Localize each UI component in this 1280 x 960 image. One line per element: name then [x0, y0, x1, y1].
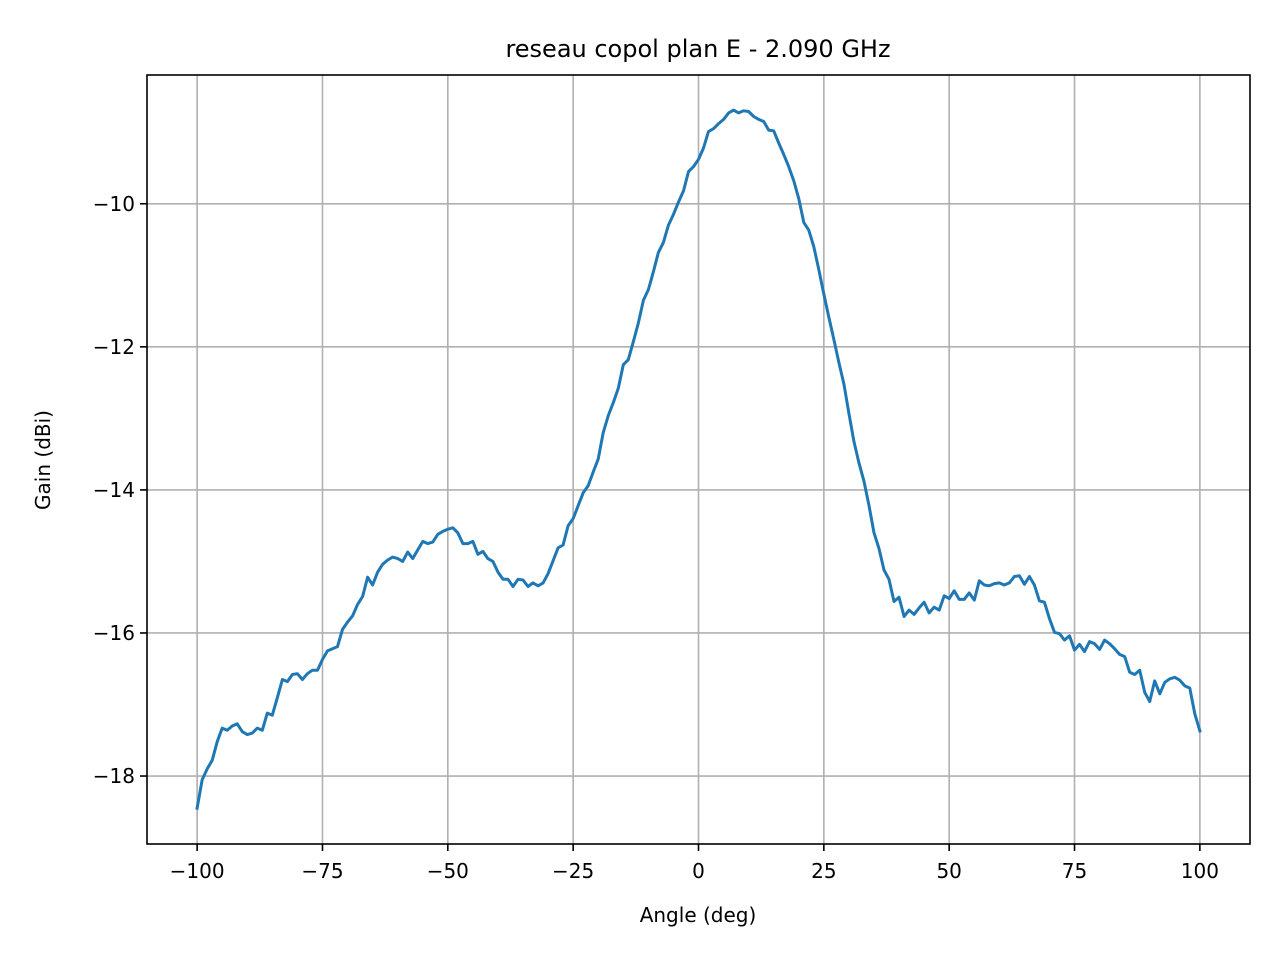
x-tick-label: 0 — [692, 859, 705, 883]
plot-area — [195, 108, 1202, 810]
grid — [147, 75, 1250, 844]
x-tick-label: 100 — [1181, 859, 1219, 883]
x-tick-label: 75 — [1062, 859, 1087, 883]
chart-title: reseau copol plan E - 2.090 GHz — [505, 35, 890, 63]
x-tick-label: −50 — [427, 859, 469, 883]
x-tick-label: −75 — [301, 859, 343, 883]
series-line — [195, 108, 1202, 810]
y-axis-label: Gain (dBi) — [31, 410, 55, 510]
axis-ticks: −100 −75 −50 −25 0 25 50 75 100 −18 −16 −14 −12 −10 — [93, 192, 1219, 883]
y-tick-label: −14 — [93, 478, 135, 502]
y-tick-label: −10 — [93, 192, 135, 216]
x-axis-label: Angle (deg) — [640, 903, 757, 927]
x-tick-label: 25 — [811, 859, 836, 883]
x-tick-label: −100 — [170, 859, 225, 883]
y-tick-label: −12 — [93, 335, 135, 359]
y-tick-label: −16 — [93, 621, 135, 645]
x-tick-label: 50 — [936, 859, 961, 883]
x-tick-label: −25 — [552, 859, 594, 883]
y-tick-label: −18 — [93, 764, 135, 788]
